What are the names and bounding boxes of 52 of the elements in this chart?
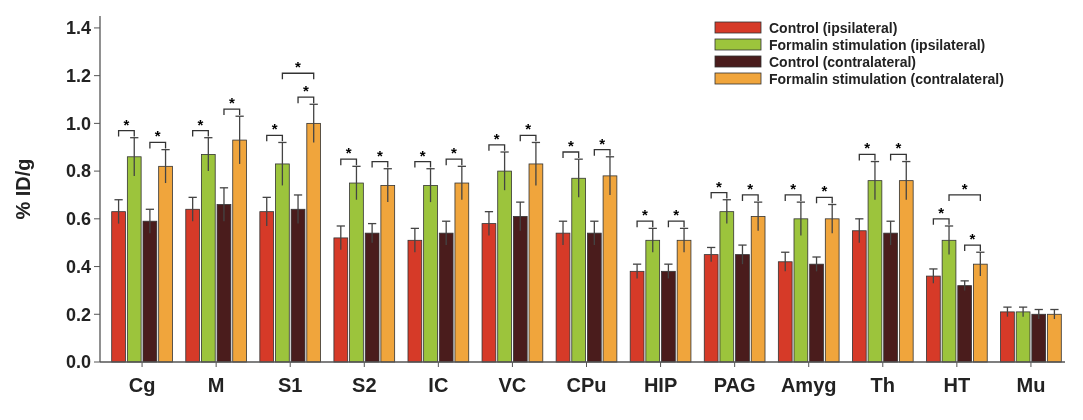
annotation: *	[821, 182, 828, 200]
x-tick-label: CPu	[566, 374, 607, 396]
x-tick-label: M	[207, 374, 225, 396]
legend-label: Formalin stimulation (contralateral)	[769, 70, 1004, 87]
y-axis-title: % ID/g	[12, 158, 34, 220]
annotation: *	[673, 206, 680, 224]
annotation: *	[377, 146, 384, 164]
x-tick-label: S2	[352, 374, 377, 396]
legend-label: Formalin stimulation (ipsilateral)	[769, 36, 986, 53]
x-tick-label: S1	[277, 374, 303, 396]
annotation: *	[419, 146, 426, 164]
x-tick-label: Cg	[128, 374, 156, 396]
annotation: *	[938, 203, 945, 221]
annotation: *	[716, 177, 723, 195]
annotation: *	[895, 139, 902, 157]
x-tick-label: Mu	[1016, 374, 1046, 396]
x-tick-label: PAG	[713, 374, 756, 396]
annotation: *	[642, 206, 648, 224]
y-tick-label: 1.4	[65, 18, 91, 39]
annotation: *	[567, 137, 574, 155]
annotation: *	[451, 144, 458, 162]
x-tick-label: Amyg	[780, 374, 837, 396]
y-tick-label: 0.0	[65, 352, 91, 373]
annotation: *	[864, 139, 871, 157]
x-tick-label: HIP	[643, 374, 678, 396]
y-tick-label: 0.6	[65, 209, 91, 230]
annotation: *	[790, 179, 797, 197]
annotation: *	[123, 115, 130, 133]
annotation: *	[295, 58, 302, 76]
annotation: *	[197, 115, 204, 133]
legend-label: Control (ipsilateral)	[769, 19, 898, 36]
annotation: *	[747, 179, 754, 197]
x-tick-label: IC	[428, 374, 449, 396]
y-tick-label: 1.0	[65, 113, 91, 134]
annotation: *	[493, 129, 500, 147]
annotation: *	[961, 179, 968, 197]
annotation: *	[345, 144, 352, 162]
x-tick-label: VC	[498, 374, 527, 396]
y-tick-label: 0.2	[65, 304, 91, 325]
annotation: *	[969, 230, 976, 248]
annotation: *	[525, 120, 532, 138]
annotation: *	[228, 94, 235, 112]
legend-label: Control (contralateral)	[769, 53, 917, 70]
x-tick-label: HT	[943, 374, 971, 396]
x-tick-label: Th	[870, 374, 895, 396]
y-tick-label: 0.4	[65, 256, 91, 277]
annotation: *	[271, 120, 278, 138]
annotation: *	[154, 127, 161, 145]
annotation: *	[302, 82, 309, 100]
annotation: *	[599, 134, 606, 152]
y-tick-label: 1.2	[65, 65, 91, 86]
y-tick-label: 0.8	[65, 161, 91, 182]
